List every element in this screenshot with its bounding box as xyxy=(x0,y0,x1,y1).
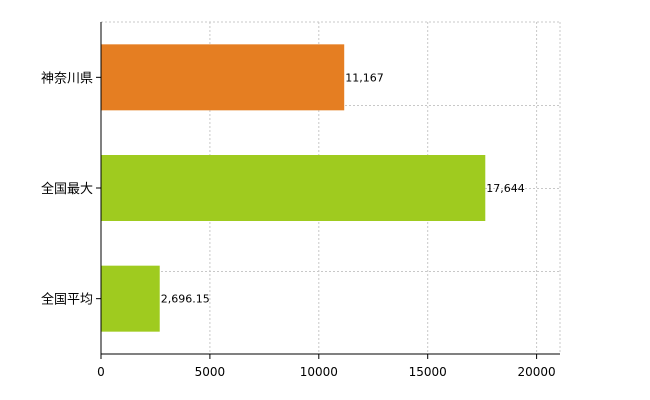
x-tick-label: 20000 xyxy=(518,365,556,379)
category-label: 神奈川県 xyxy=(41,71,93,86)
x-tick-label: 5000 xyxy=(195,365,226,379)
bar xyxy=(101,155,486,221)
x-tick-label: 10000 xyxy=(300,365,338,379)
axes xyxy=(96,22,560,359)
x-tick-label: 15000 xyxy=(409,365,447,379)
data-label: 17,644 xyxy=(486,182,525,195)
category-label: 全国最大 xyxy=(41,181,93,197)
labels: 0 5000 10000 15000 20000 神奈川県 11,167 全国最大 17,644… xyxy=(41,71,556,379)
data-label: 2,696.15 xyxy=(161,293,210,306)
x-tick-label: 0 xyxy=(97,365,105,379)
data-label: 11,167 xyxy=(345,71,384,84)
bars xyxy=(101,44,486,332)
bar xyxy=(101,44,345,111)
bar xyxy=(101,265,160,332)
category-label: 全国平均 xyxy=(41,292,93,308)
